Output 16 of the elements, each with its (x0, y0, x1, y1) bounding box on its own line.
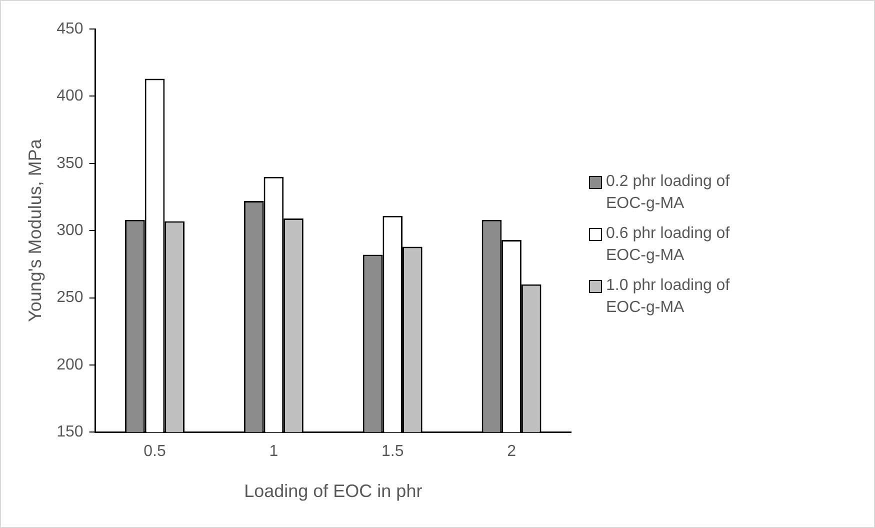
x-tick-label: 0.5 (144, 443, 166, 460)
y-tick-label: 450 (56, 20, 84, 38)
y-tick-label: 250 (56, 289, 84, 306)
x-axis-title: Loading of EOC in phr (244, 481, 422, 502)
legend-label: 1.0 phr loading of EOC-g-MA (606, 276, 731, 318)
y-axis-title: Young's Modulus, MPa (24, 138, 45, 322)
x-tick-label: 1 (269, 443, 278, 460)
x-tick-label: 2 (507, 443, 516, 460)
y-tick-label: 350 (56, 154, 84, 172)
x-tick-label: 1.5 (381, 443, 404, 460)
text: 0.6 phr loading of EOC-g-MA (606, 224, 731, 266)
y-tick-label: 200 (56, 356, 84, 374)
legend-label: 0.2 phr loading of EOC-g-MA (606, 172, 731, 214)
y-tick-label: 150 (56, 424, 84, 441)
y-tick-label: 400 (56, 88, 84, 105)
y-tick-label: 300 (56, 222, 84, 240)
